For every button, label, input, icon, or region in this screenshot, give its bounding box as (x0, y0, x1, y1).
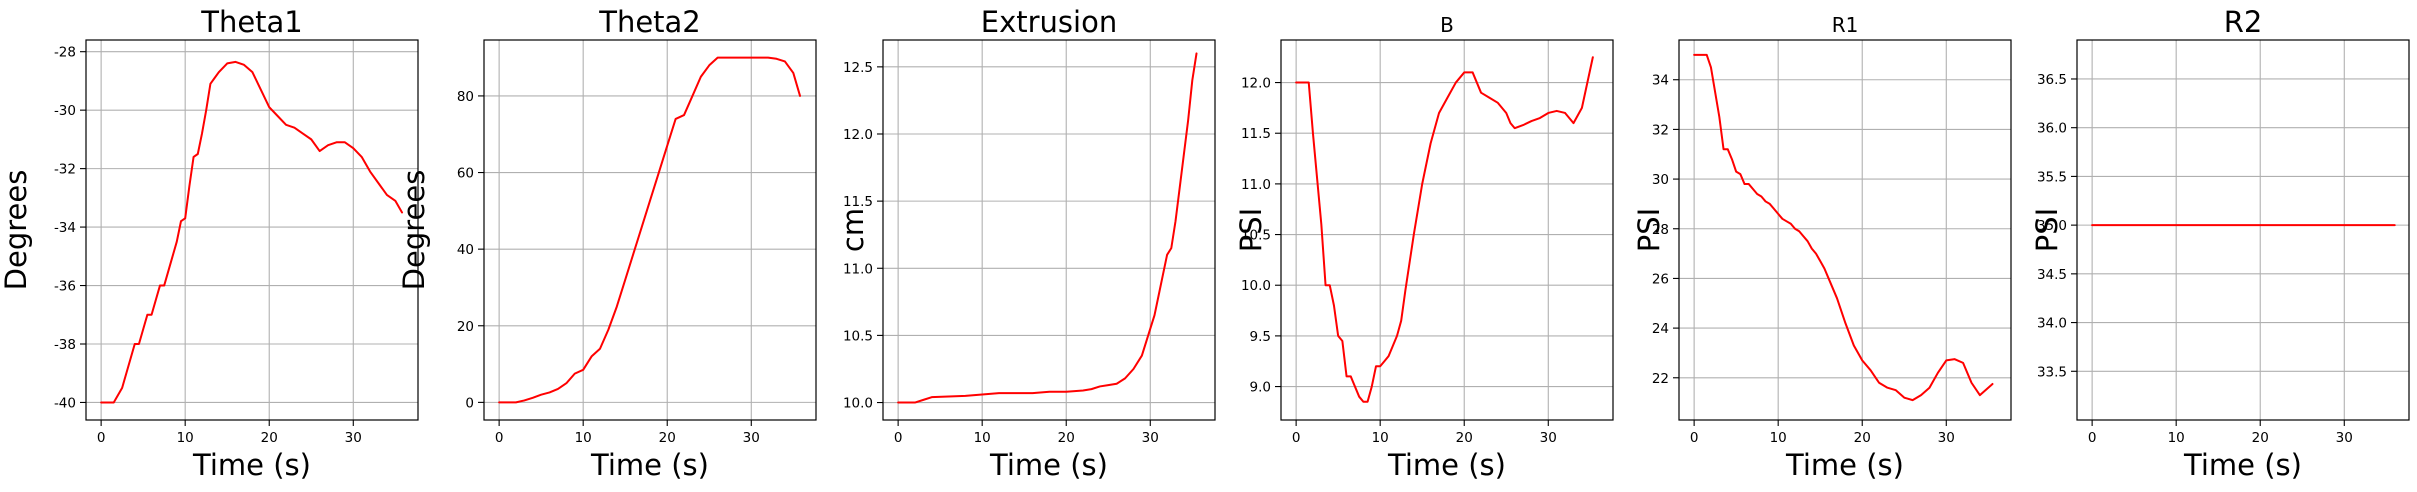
axes-frame (882, 39, 1216, 421)
y-axis-label: PSI (1632, 208, 1666, 252)
y-tick-label: 12.5 (843, 60, 873, 76)
subplot-2: 0 10 20 30 0 20 40 60 80 Theta2 Time (s) Degrees (397, 5, 817, 482)
y-tick-label: 11.0 (843, 261, 873, 277)
chart-title: B (1440, 13, 1454, 37)
x-tick-label: 0 (495, 430, 504, 446)
chart-title: Extrusion (981, 5, 1117, 39)
y-tick-label: 12.0 (1241, 76, 1271, 92)
x-tick-label: 10 (1770, 430, 1787, 446)
series-line (1693, 53, 1994, 402)
y-tick-label: 34 (1652, 73, 1669, 89)
y-tick-label: 22 (1652, 371, 1669, 387)
series-line (1295, 56, 1594, 403)
chart-title: R1 (1832, 13, 1859, 37)
x-axis-label: Time (s) (590, 448, 709, 482)
x-tick-label: 0 (2088, 430, 2097, 446)
x-tick-label: 10 (2168, 430, 2185, 446)
axes-frame (1678, 39, 2012, 421)
x-axis-label: Time (s) (192, 448, 311, 482)
y-tick-label: 36.5 (2037, 72, 2067, 88)
axes-frame (85, 39, 419, 421)
y-tick-label: 34.5 (2037, 267, 2067, 283)
y-axis-label: PSI (1234, 208, 1268, 252)
y-tick-label: 11.5 (1241, 126, 1271, 142)
y-tick-label: 20 (457, 319, 474, 335)
y-tick-label: 10.5 (843, 328, 873, 344)
subplot-5: 0 10 20 30 22 24 26 28 30 32 34 R1 Time (s) PSI (1632, 13, 2012, 482)
y-tick-label: -36 (54, 279, 76, 295)
chart-title: Theta1 (200, 5, 303, 39)
y-tick-label: 24 (1652, 321, 1669, 337)
x-tick-label: 10 (1372, 430, 1389, 446)
y-axis-label: Degrees (397, 170, 431, 291)
subplot-4: 0 10 20 30 9.0 9.5 10.0 10.5 11.0 11.5 12.0 B Time (… (1234, 13, 1614, 482)
series-line (498, 56, 802, 404)
x-tick-label: 30 (1540, 430, 1557, 446)
y-tick-label: 40 (457, 242, 474, 258)
y-tick-label: 32 (1652, 122, 1669, 138)
y-tick-label: 28 (1652, 222, 1669, 238)
y-tick-label: -28 (54, 45, 76, 61)
x-tick-label: 10 (974, 430, 991, 446)
y-tick-label: -40 (54, 395, 76, 411)
x-tick-label: 0 (1292, 430, 1301, 446)
chart-title: Theta2 (598, 5, 701, 39)
x-tick-label: 30 (1142, 430, 1159, 446)
y-tick-label: 11.5 (843, 194, 873, 210)
x-tick-label: 0 (894, 430, 903, 446)
subplot-6: 0 10 20 30 33.5 34.0 34.5 35.0 35.5 36.0 36.5 R2 Tim… (2030, 5, 2410, 482)
axes-frame (1280, 39, 1614, 421)
series-line (100, 60, 404, 404)
y-tick-label: -30 (54, 103, 76, 119)
x-axis-label: Time (s) (989, 448, 1108, 482)
y-tick-label: 9.0 (1250, 380, 1271, 396)
y-tick-label: 26 (1652, 271, 1669, 287)
y-tick-label: 34.0 (2037, 316, 2067, 332)
x-tick-label: 20 (261, 430, 278, 446)
x-axis-label: Time (s) (2183, 448, 2302, 482)
x-tick-label: 0 (97, 430, 106, 446)
x-tick-label: 30 (2336, 430, 2353, 446)
x-tick-label: 20 (1854, 430, 1871, 446)
x-tick-label: 20 (1456, 430, 1473, 446)
x-tick-label: 20 (1058, 430, 1075, 446)
y-tick-label: -32 (54, 162, 76, 178)
y-tick-label: 33.5 (2037, 364, 2067, 380)
axes-frame (483, 39, 817, 421)
y-tick-label: 80 (457, 89, 474, 105)
x-axis-label: Time (s) (1785, 448, 1904, 482)
chart-title: R2 (2224, 5, 2263, 39)
y-tick-label: -38 (54, 337, 76, 353)
subplot-1: 0 10 20 30 -40 -38 -36 -34 -32 -30 -28 Theta1 Time (… (0, 5, 419, 482)
y-axis-label: cm (836, 208, 870, 252)
x-tick-label: 20 (2252, 430, 2269, 446)
y-tick-label: -34 (54, 220, 76, 236)
y-tick-label: 10.0 (1241, 278, 1271, 294)
y-tick-label: 11.0 (1241, 177, 1271, 193)
y-tick-label: 10.0 (843, 396, 873, 412)
x-axis-label: Time (s) (1387, 448, 1506, 482)
subplot-3: 0 10 20 30 10.0 10.5 11.0 11.5 12.0 12.5 Extrusion… (836, 5, 1216, 482)
x-tick-label: 10 (177, 430, 194, 446)
y-tick-label: 12.0 (843, 127, 873, 143)
axes-frame (2076, 39, 2410, 421)
series-line (897, 52, 1198, 404)
y-tick-label: 0 (465, 395, 474, 411)
y-tick-label: 60 (457, 166, 474, 182)
x-tick-label: 20 (659, 430, 676, 446)
x-tick-label: 10 (575, 430, 592, 446)
y-axis-label: PSI (2030, 208, 2064, 252)
x-tick-label: 30 (1938, 430, 1955, 446)
x-tick-label: 0 (1690, 430, 1699, 446)
y-tick-label: 10.5 (1241, 228, 1271, 244)
y-tick-label: 36.0 (2037, 121, 2067, 137)
y-axis-label: Degrees (0, 170, 33, 291)
x-tick-label: 30 (743, 430, 760, 446)
y-tick-label: 30 (1652, 172, 1669, 188)
y-tick-label: 35.5 (2037, 169, 2067, 185)
y-tick-label: 9.5 (1250, 329, 1271, 345)
y-tick-label: 35.0 (2037, 218, 2067, 234)
x-tick-label: 30 (345, 430, 362, 446)
